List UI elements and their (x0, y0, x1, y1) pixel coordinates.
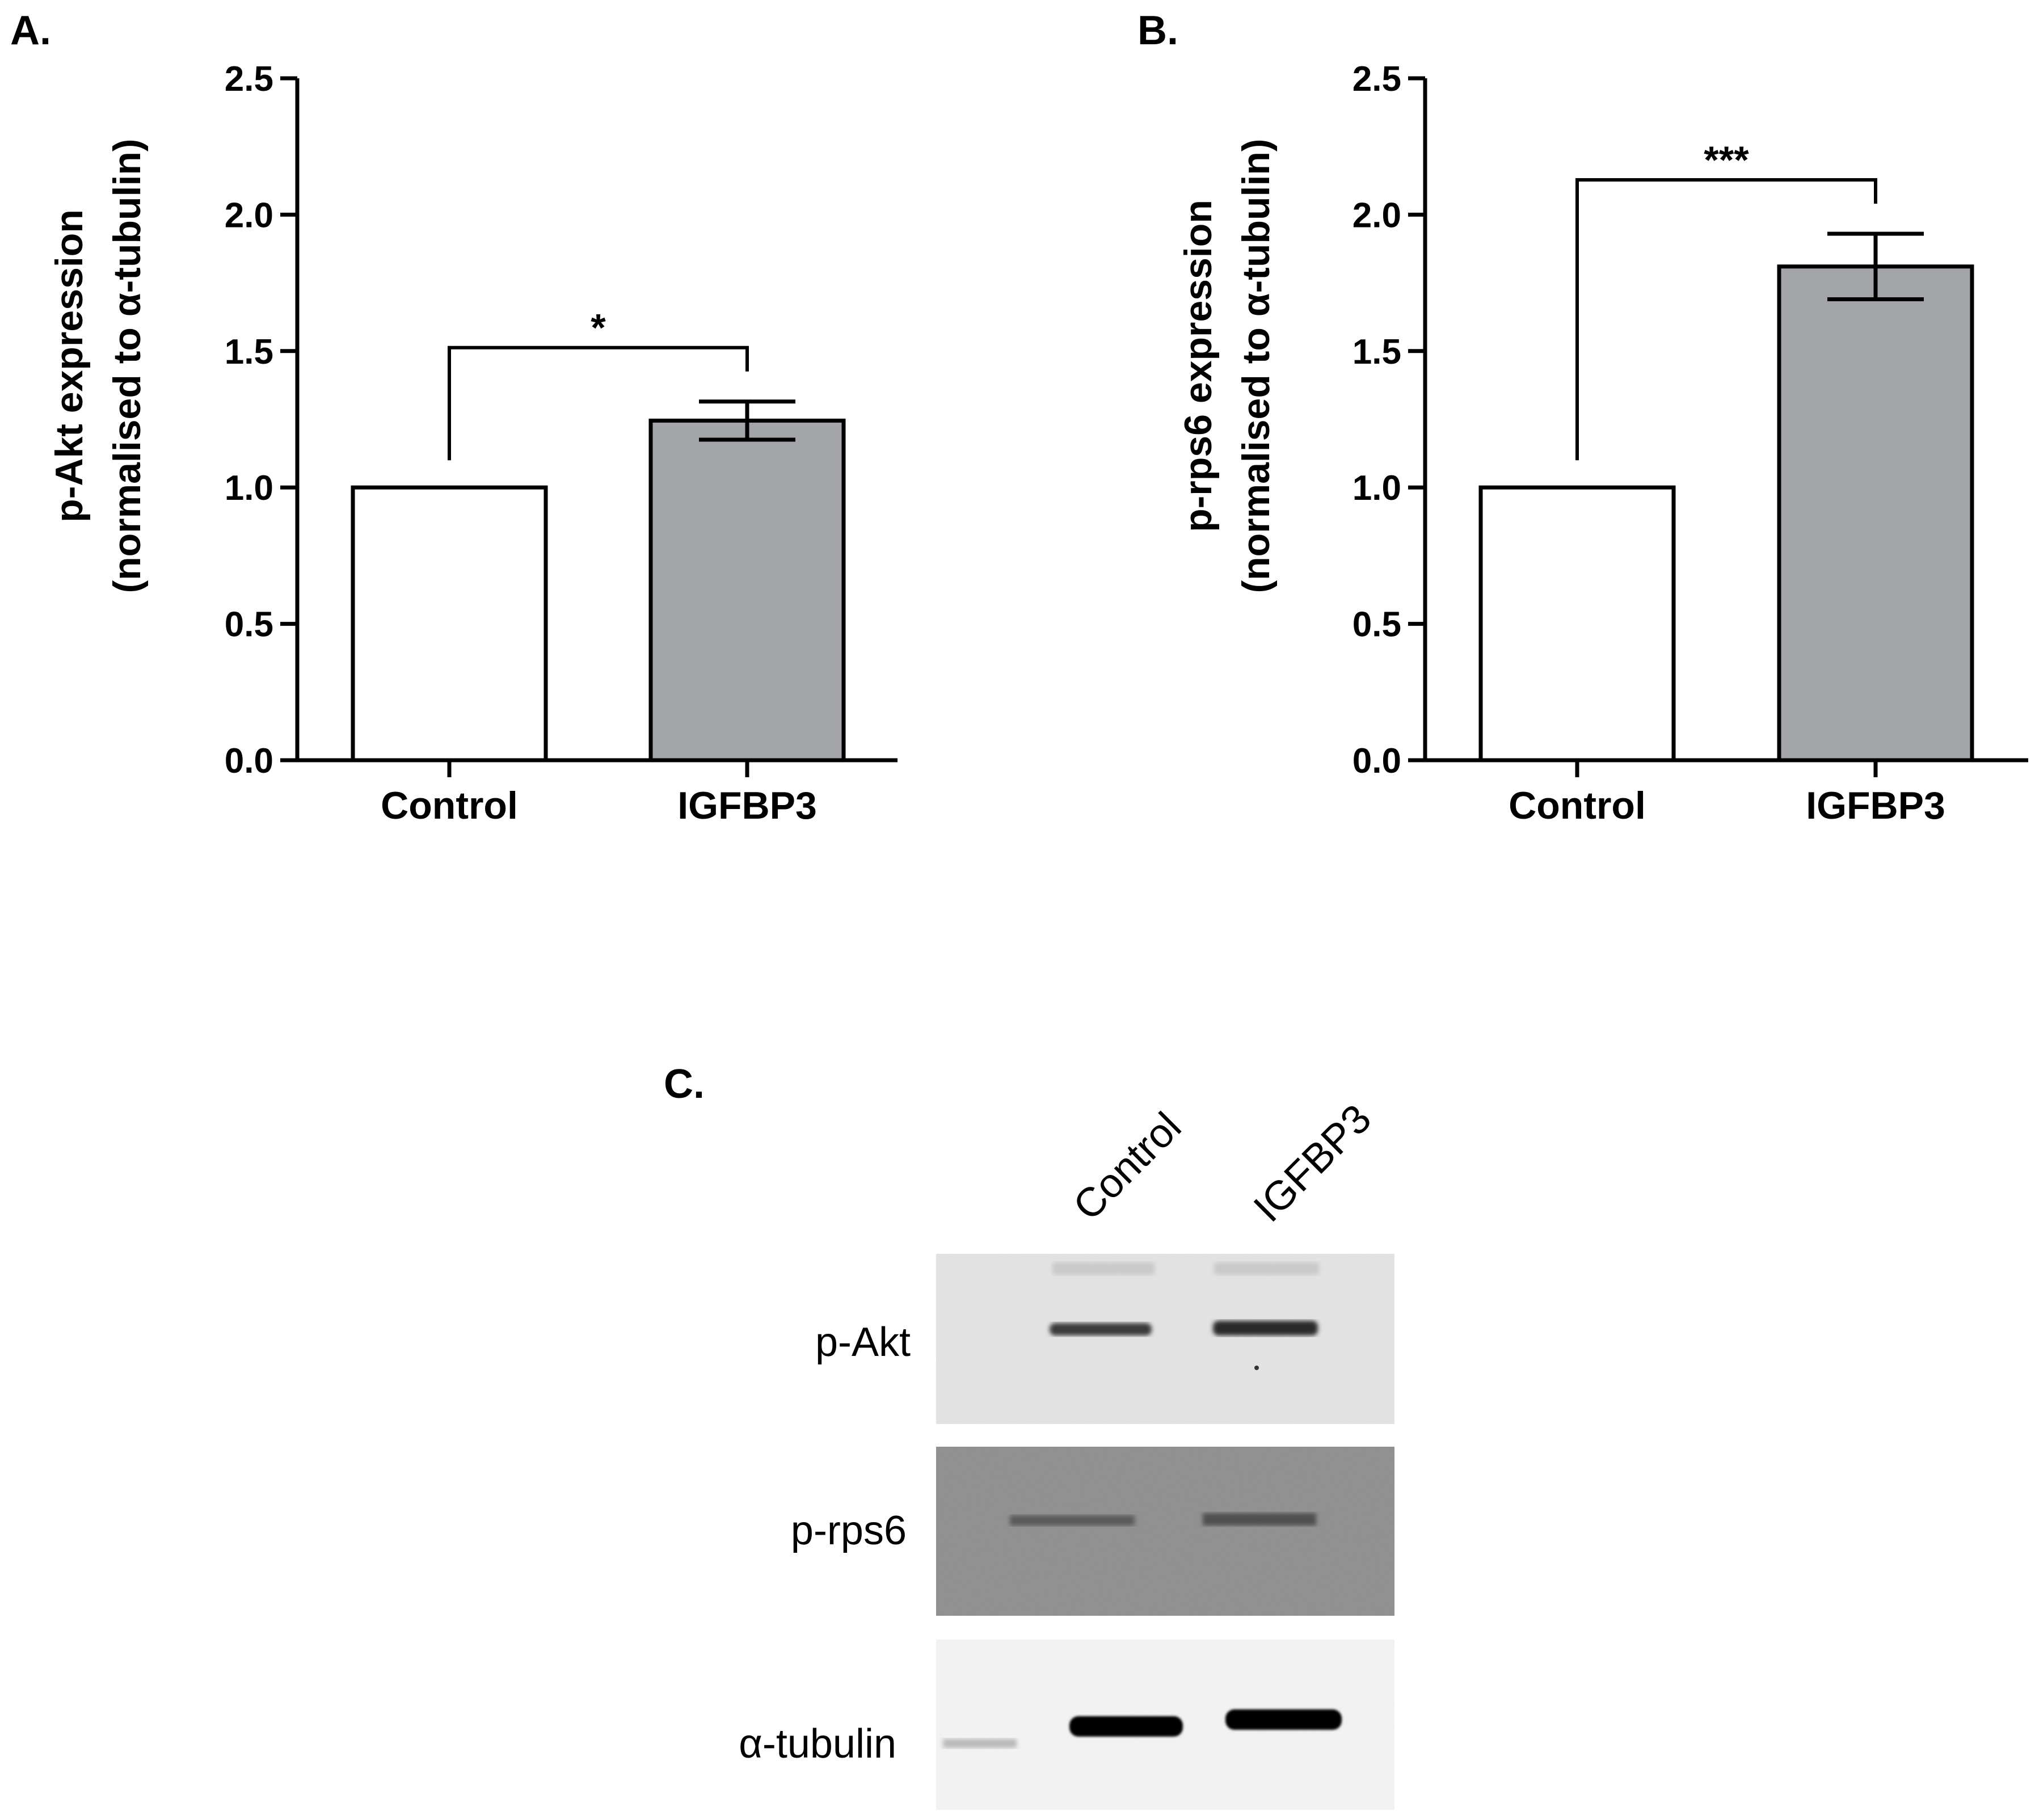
y-tick-label: 0.5 (1353, 605, 1401, 644)
significance-marker: * (591, 306, 606, 349)
blot-lane-label-control: Control (1065, 1104, 1190, 1229)
panel-label-c: C. (664, 1061, 705, 1107)
y-axis-label-a-line1: p-Akt expression (48, 209, 91, 523)
blot-band-igfbp3 (1225, 1709, 1342, 1730)
y-tick-label: 0.5 (225, 605, 273, 644)
blot-speck (1254, 1366, 1259, 1370)
blot-row-label-pakt: p-Akt (815, 1320, 911, 1365)
y-axis-label-b-line2: (normalised to α-tubulin) (1235, 138, 1278, 593)
blot-band-ladder (943, 1739, 1017, 1748)
bar-igfbp3 (1777, 264, 1974, 762)
chart-panel-b: B. p-rps6 expression (normalised to α-tu… (1137, 8, 2028, 827)
y-tick-label: 1.0 (225, 469, 273, 508)
bar-igfbp3 (648, 418, 846, 762)
y-axis-label-b-line1: p-rps6 expression (1177, 200, 1220, 532)
significance-bracket (448, 346, 749, 461)
bar-control (351, 485, 548, 762)
blot-band-control (1069, 1716, 1183, 1737)
panel-label-a: A. (10, 8, 51, 53)
blot-band-igfbp3 (1213, 1321, 1318, 1335)
blot-row-label-tubulin: α-tubulin (739, 1721, 896, 1767)
panel-label-b: B. (1137, 8, 1178, 53)
bar-control (1478, 485, 1676, 762)
blot-strip-tubulin (936, 1640, 1394, 1810)
y-tick-label: 1.5 (225, 332, 273, 372)
blot-strip-pakt (936, 1254, 1394, 1424)
y-tick-label: 2.0 (1353, 196, 1401, 235)
y-tick-label: 2.5 (1353, 60, 1401, 99)
x-tick-label-igfbp3: IGFBP3 (1806, 784, 1945, 827)
blot-row-label-prps6: p-rps6 (791, 1508, 907, 1553)
y-tick-label: 1.5 (1353, 332, 1401, 372)
y-tick-label: 0.0 (225, 742, 273, 781)
blot-band-control (1010, 1515, 1135, 1526)
y-tick-label: 2.5 (225, 60, 273, 99)
blot-strip-prps6 (936, 1447, 1394, 1616)
blot-band-faint (1214, 1262, 1319, 1275)
y-tick-label: 1.0 (1353, 469, 1401, 508)
significance-bracket (1575, 178, 1877, 461)
western-blot-panel: C. Control IGFBP3 p-Akt p-rps6 α-tubulin (664, 1061, 1394, 1810)
significance-marker: *** (1704, 138, 1749, 182)
x-tick-label-control: Control (381, 784, 518, 827)
chart-panel-a: A. p-Akt expression (normalised to α-tub… (10, 8, 898, 827)
blot-lane-label-igfbp3: IGFBP3 (1245, 1096, 1380, 1231)
x-tick-label-control: Control (1509, 784, 1646, 827)
y-tick-label: 2.0 (225, 196, 273, 235)
y-axis-label-a-line2: (normalised to α-tubulin) (106, 138, 149, 593)
blot-band-control (1050, 1323, 1152, 1335)
blot-band-faint (1052, 1262, 1155, 1275)
x-tick-label-igfbp3: IGFBP3 (677, 784, 817, 827)
blot-band-igfbp3 (1203, 1513, 1316, 1526)
y-tick-label: 0.0 (1353, 742, 1401, 781)
